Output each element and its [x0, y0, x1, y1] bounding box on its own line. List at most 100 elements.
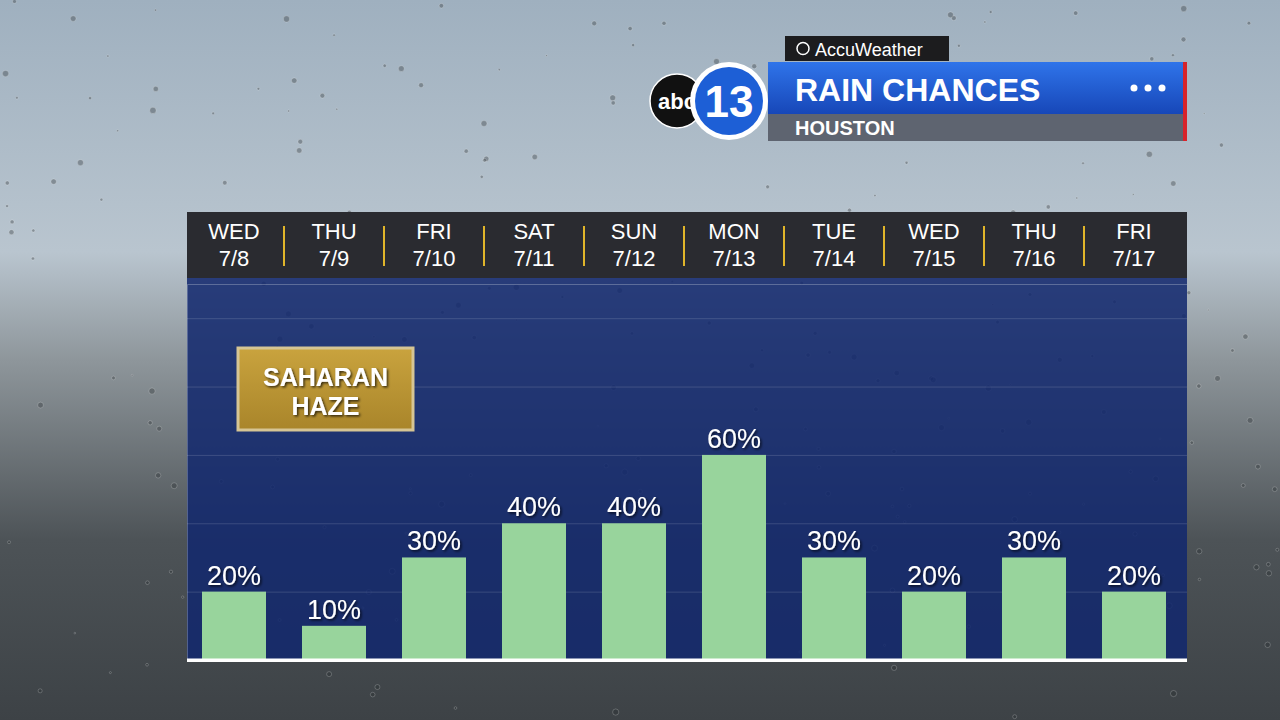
raindrop [1132, 194, 1134, 196]
data-label: 20% [207, 561, 261, 591]
raindrop [38, 402, 44, 408]
logo-channel: 13 [705, 77, 754, 126]
raindrop [257, 87, 260, 90]
bar [302, 626, 366, 660]
x-tick: WED7/15 [908, 219, 959, 271]
raindrop [1073, 11, 1077, 15]
raindrop [546, 55, 548, 57]
y-tick [187, 660, 1187, 661]
separator [283, 226, 285, 266]
menu-dot [1159, 85, 1166, 92]
raindrop [1150, 57, 1154, 61]
separator [383, 226, 385, 266]
raindrop [948, 12, 954, 18]
y-axis-line [188, 285, 1188, 661]
grid-line [187, 523, 1187, 524]
raindrop [1254, 565, 1259, 570]
raindrop [1231, 349, 1234, 352]
raindrop [13, 0, 17, 3]
bar [202, 592, 266, 660]
raindrop [146, 663, 149, 666]
bar [1002, 557, 1066, 660]
data-labels: 20%10%30%40%40%60%30%20%30%20% [207, 424, 1161, 625]
raindrop [375, 685, 380, 690]
raindrop [766, 185, 770, 189]
raindrop [1187, 291, 1191, 295]
separator [883, 226, 885, 266]
x-tick-label: SUN7/12 [611, 219, 657, 271]
raindrop [1272, 487, 1277, 492]
raindrop [336, 108, 338, 110]
raindrop [632, 43, 635, 46]
data-label: 10% [307, 595, 361, 625]
raindrop [483, 158, 487, 162]
y-axis [187, 285, 1187, 661]
raindrop [1171, 54, 1174, 57]
raindrop [77, 160, 83, 166]
grid-line [187, 318, 1187, 319]
raindrop [905, 161, 908, 164]
data-label: 40% [507, 492, 561, 522]
raindrop [383, 64, 386, 67]
annotation: SAHARANHAZE [238, 348, 413, 430]
raindrop [611, 101, 615, 105]
x-tick-label: TUE7/14 [812, 219, 856, 271]
raindrop [1181, 37, 1186, 42]
data-label: 20% [907, 561, 961, 591]
raindrop [1208, 309, 1210, 311]
raindrop [157, 426, 162, 431]
source: AccuWeather [815, 40, 923, 60]
title-block: AccuWeatherRAIN CHANCESHOUSTON [768, 36, 1187, 141]
raindrop [117, 130, 119, 132]
raindrop [628, 26, 632, 30]
raindrop [1076, 197, 1078, 199]
raindrop [1219, 143, 1223, 147]
raindrop [1276, 548, 1279, 551]
raindrops [2, 0, 1278, 719]
x-tick: FRI7/17 [1113, 219, 1156, 271]
raindrop [10, 220, 14, 224]
raindrop [1171, 181, 1176, 186]
raindrop [1247, 417, 1253, 423]
x-tick-label: THU7/16 [1011, 219, 1056, 271]
raindrop [370, 692, 375, 697]
y-tick [187, 455, 1187, 456]
grid-line [187, 455, 1187, 456]
raindrop [107, 55, 109, 57]
x-tick: THU7/9 [311, 219, 356, 271]
raindrop [1203, 113, 1205, 115]
separator [783, 226, 785, 266]
raindrop [1198, 578, 1201, 581]
baseline [187, 659, 1187, 662]
bar [1102, 592, 1166, 660]
raindrop [1241, 484, 1245, 488]
raindrop [1170, 690, 1176, 696]
data-label: 20% [1107, 561, 1161, 591]
x-tick-label: FRI7/17 [1113, 219, 1156, 271]
raindrop [498, 69, 500, 71]
header-separators [284, 226, 1084, 266]
raindrop [212, 112, 215, 115]
bar [602, 523, 666, 660]
canvas: 20%10%30%40%40%60%30%20%30%20%WED7/8THU7… [0, 0, 1280, 720]
raindrop [291, 78, 296, 83]
x-tick: TUE7/14 [812, 219, 856, 271]
raindrop [149, 388, 155, 394]
baseline [187, 659, 1187, 662]
raindrop [662, 21, 666, 25]
raindrop [592, 21, 597, 26]
raindrop [874, 194, 876, 196]
raindrop [169, 570, 172, 573]
raindrop [464, 149, 468, 153]
raindrop [484, 156, 489, 161]
raindrop [8, 541, 11, 544]
x-tick-label: MON7/13 [708, 219, 759, 271]
x-tick-label: FRI7/10 [413, 219, 456, 271]
raindrop [112, 376, 116, 380]
data-label: 30% [1007, 526, 1061, 556]
x-tick-label: THU7/9 [311, 219, 356, 271]
y-tick [187, 523, 1187, 524]
raindrop [481, 121, 487, 127]
annotation-text: SAHARANHAZE [263, 363, 388, 420]
raindrop [454, 707, 457, 710]
